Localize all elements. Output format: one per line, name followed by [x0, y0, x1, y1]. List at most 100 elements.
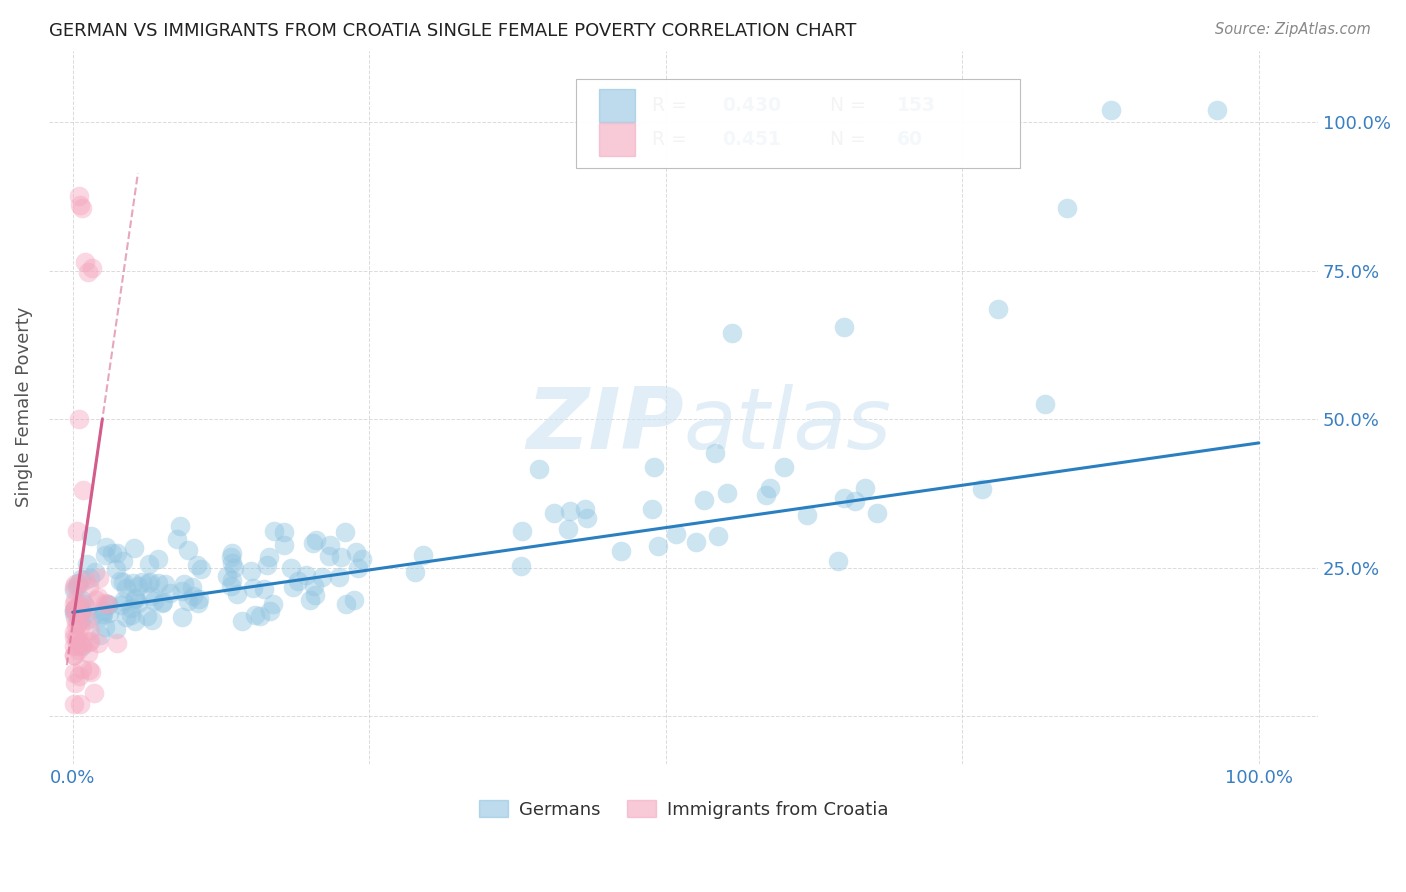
Point: [89, 628, 111, 642]
Point: [96, 597, 118, 611]
Point: [344, 545, 367, 559]
Point: [298, 592, 321, 607]
Point: [219, 578, 242, 592]
Point: [172, 609, 194, 624]
Point: [67, 189, 90, 203]
Text: N =: N =: [830, 96, 872, 115]
Point: [63, 675, 86, 690]
Point: [63, 603, 86, 617]
Point: [186, 558, 208, 573]
Point: [79, 623, 101, 637]
Point: [256, 558, 278, 572]
Point: [124, 591, 146, 606]
Point: [142, 594, 165, 608]
Point: [127, 596, 149, 610]
Point: [707, 529, 730, 543]
Point: [79, 634, 101, 648]
Point: [1056, 201, 1078, 215]
Point: [69, 606, 91, 620]
Point: [304, 588, 326, 602]
Point: [70, 201, 93, 215]
Point: [330, 549, 353, 564]
Point: [215, 568, 238, 582]
Point: [136, 575, 159, 590]
Point: [63, 610, 86, 624]
Text: 60: 60: [897, 130, 922, 149]
Point: [97, 598, 120, 612]
Point: [63, 630, 86, 644]
Point: [190, 562, 212, 576]
Point: [173, 576, 195, 591]
Point: [647, 539, 669, 553]
Point: [273, 538, 295, 552]
Point: [281, 581, 304, 595]
Point: [643, 459, 665, 474]
Point: [641, 502, 664, 516]
Point: [333, 525, 356, 540]
Point: [1206, 103, 1229, 117]
Point: [90, 609, 112, 624]
Point: [121, 576, 143, 591]
Point: [67, 576, 90, 591]
Point: [253, 582, 276, 596]
FancyBboxPatch shape: [599, 89, 636, 122]
Point: [72, 593, 94, 607]
Text: GERMAN VS IMMIGRANTS FROM CROATIA SINGLE FEMALE POVERTY CORRELATION CHART: GERMAN VS IMMIGRANTS FROM CROATIA SINGLE…: [49, 22, 856, 40]
Point: [302, 579, 325, 593]
Point: [280, 561, 302, 575]
Point: [87, 636, 110, 650]
Point: [243, 607, 266, 622]
Point: [159, 586, 181, 600]
Point: [73, 609, 96, 624]
Point: [63, 666, 86, 681]
Point: [84, 566, 107, 580]
Point: [69, 637, 91, 651]
Point: [412, 548, 434, 562]
Point: [67, 599, 90, 613]
Point: [80, 529, 103, 543]
Point: [67, 615, 90, 630]
Point: [111, 575, 134, 590]
Point: [111, 554, 134, 568]
Point: [94, 548, 117, 562]
Point: [69, 614, 91, 628]
Point: [304, 533, 326, 547]
Point: [77, 265, 100, 279]
Point: [75, 599, 97, 614]
Point: [187, 591, 209, 606]
Point: [221, 557, 243, 571]
Text: 0.430: 0.430: [721, 96, 780, 115]
Point: [319, 537, 342, 551]
Point: [139, 575, 162, 590]
Point: [101, 546, 124, 560]
Text: ZIP: ZIP: [526, 384, 683, 467]
Point: [510, 559, 533, 574]
Point: [692, 493, 714, 508]
Point: [104, 562, 127, 576]
Point: [1099, 103, 1122, 117]
Point: [262, 597, 284, 611]
Point: [70, 573, 93, 587]
Point: [141, 613, 163, 627]
Point: [63, 624, 86, 639]
Point: [79, 571, 101, 585]
Point: [124, 615, 146, 629]
Point: [66, 630, 89, 644]
Point: [138, 558, 160, 572]
Point: [181, 589, 204, 603]
Point: [63, 603, 86, 617]
Point: [63, 597, 86, 611]
Point: [827, 554, 849, 568]
Point: [72, 597, 94, 611]
Point: [87, 590, 110, 604]
Point: [63, 607, 86, 621]
Point: [66, 639, 89, 653]
Point: [122, 541, 145, 555]
Point: [94, 596, 117, 610]
Point: [832, 320, 855, 334]
Point: [63, 640, 86, 654]
Point: [89, 571, 111, 585]
Point: [152, 595, 174, 609]
Point: [84, 592, 107, 607]
Text: R =: R =: [652, 130, 693, 149]
